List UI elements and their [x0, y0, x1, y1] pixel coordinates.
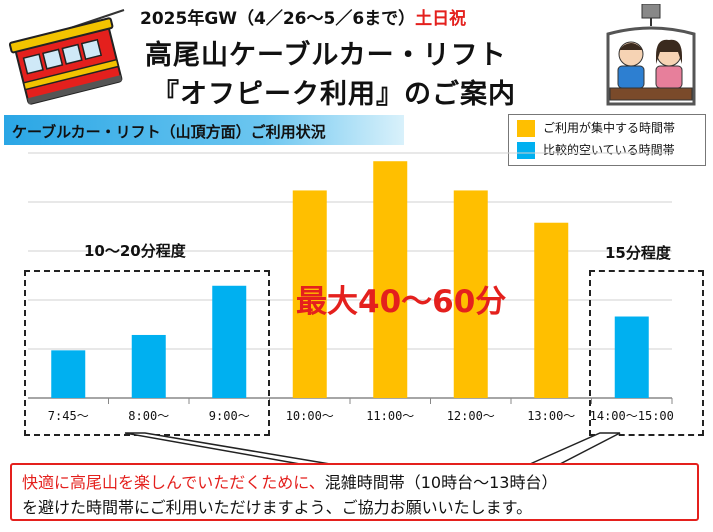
legend-swatch-busy	[517, 120, 535, 137]
bar-6	[534, 222, 569, 398]
bar-3	[292, 190, 327, 398]
date-range-text: 2025年GW（4／26～5／6まで）	[140, 9, 416, 29]
subtitle-band	[4, 115, 404, 145]
bar-4	[373, 161, 408, 398]
bar-2	[212, 285, 247, 398]
morning-wait-note: 10～20分程度	[84, 242, 186, 260]
x-tick-label-6: 13:00～	[527, 409, 575, 423]
date-highlight: 土日祝	[415, 9, 467, 29]
x-tick-label-2: 9:00～	[209, 409, 250, 423]
x-tick-label-4: 11:00～	[366, 409, 414, 423]
bar-0	[51, 350, 86, 398]
usage-bar-chart: 7:45～ 8:00～ 9:00～ 10:00～ 11:00～ 12:00～ 13:00～ 1…	[28, 152, 674, 423]
chart-tick-labels: 7:45～ 8:00～ 9:00～ 10:00～ 11:00～ 12:00～ 13:00～ 1…	[48, 398, 674, 423]
message-highlight: 快適に高尾山を楽しんでいただくために、	[22, 473, 325, 492]
x-tick-label-5: 12:00～	[447, 409, 495, 423]
x-tick-label-0: 7:45～	[48, 409, 89, 423]
legend-item-busy: ご利用が集中する時間帯	[517, 119, 675, 137]
message-line2: を避けた時間帯にご利用いただけますよう、ご協力お願いいたします。	[22, 498, 533, 517]
page-title-line1: 高尾山ケーブルカー・リフト	[145, 40, 507, 71]
bar-7	[614, 316, 649, 398]
date-range-line: 2025年GW（4／26～5／6まで）土日祝	[140, 4, 466, 29]
message-line1: 混雑時間帯（10時台～13時台）	[324, 473, 558, 492]
chart-subtitle: ケーブルカー・リフト（山頂方面）ご利用状況	[12, 123, 326, 141]
x-tick-label-1: 8:00～	[128, 409, 169, 423]
afternoon-wait-note: 15分程度	[605, 244, 671, 262]
chart-bars	[51, 161, 649, 398]
bar-1	[131, 334, 166, 398]
x-tick-label-3: 10:00～	[286, 409, 334, 423]
cable-car-icon	[8, 9, 125, 105]
quiet-afternoon-box	[589, 270, 704, 436]
legend-label-busy: ご利用が集中する時間帯	[543, 121, 676, 135]
legend-swatch-quiet	[517, 142, 535, 159]
peak-wait-note: 最大40～60分	[296, 284, 507, 320]
page-title-line2: 『オフピーク利用』のご案内	[152, 79, 516, 110]
bar-5	[453, 190, 488, 398]
x-tick-label-7: 14:00～15:00	[590, 409, 674, 423]
chairlift-couple-icon	[606, 4, 696, 106]
chart-legend: ご利用が集中する時間帯 比較的空いている時間帯	[508, 114, 706, 166]
notice-message: 快適に高尾山を楽しんでいただくために、混雑時間帯（10時台～13時台） を避けた…	[10, 463, 699, 521]
